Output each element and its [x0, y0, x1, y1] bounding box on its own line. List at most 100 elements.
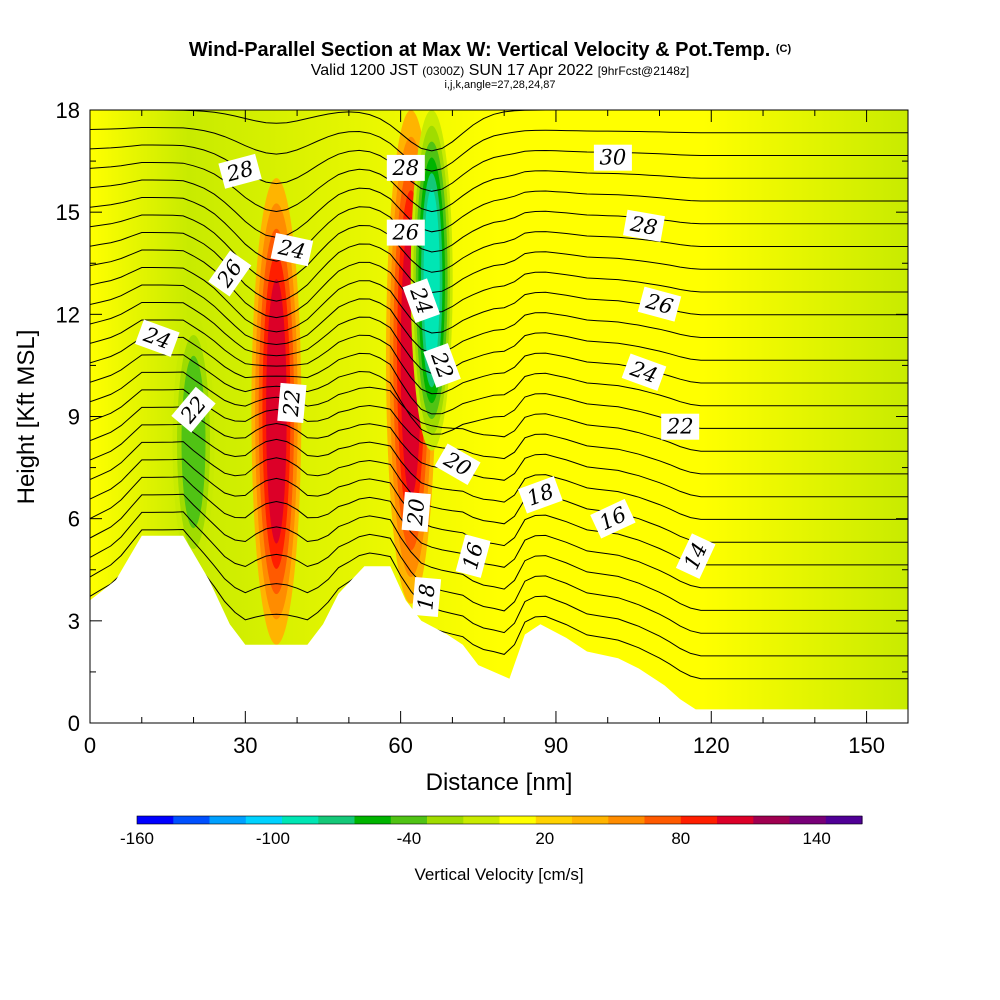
- y-tick-label-0: 0: [68, 711, 80, 736]
- contour-label-text-5: 24: [275, 235, 307, 264]
- contour-label-6: 26: [386, 219, 425, 246]
- contour-label-box-11: [621, 353, 667, 391]
- isentrope-4: [90, 476, 908, 589]
- colorbar-label: Vertical Velocity [cm/s]: [414, 865, 583, 884]
- contour-label-box-4: [208, 250, 252, 297]
- contour-label-box-13: [277, 382, 307, 423]
- x-tick-label-0: 0: [84, 733, 96, 758]
- contour-label-box-19: [455, 534, 491, 578]
- contour-label-box-17: [401, 491, 431, 532]
- colorbar-swatch-1: [173, 816, 211, 824]
- terrain: [90, 535, 908, 723]
- contour-label-box-16: [518, 476, 563, 514]
- potential-temperature-contours: [90, 110, 908, 680]
- contour-label-2: 28: [386, 154, 425, 181]
- contour-label-18: 16: [590, 498, 636, 539]
- y-tick-label-9: 9: [68, 405, 80, 430]
- colorbar-swatch-3: [245, 816, 283, 824]
- x-tick-label-120: 120: [693, 733, 730, 758]
- colorbar-tick-label--40: -40: [397, 829, 422, 848]
- isentrope-15: [90, 284, 908, 354]
- colorbar-swatch-5: [318, 816, 356, 824]
- colorbar-tick-label-80: 80: [671, 829, 690, 848]
- colorbar-swatch-13: [608, 816, 646, 824]
- chart-subtitle: Valid 1200 JST (0300Z) SUN 17 Apr 2022 […: [311, 62, 690, 79]
- x-tick-label-150: 150: [848, 733, 885, 758]
- contour-label-0: 28: [218, 153, 262, 189]
- colorbar-swatch-12: [572, 816, 609, 824]
- contour-label-box-0: [218, 153, 262, 189]
- contour-label-box-3: [623, 209, 665, 242]
- colorbar-swatch-2: [209, 816, 247, 824]
- contour-label-box-8: [637, 286, 682, 322]
- contour-label-box-5: [270, 232, 314, 267]
- colorbar-swatch-4: [282, 816, 319, 824]
- isentrope-6: [90, 441, 908, 543]
- y-tick-label-15: 15: [56, 200, 80, 225]
- colorbar-swatch-18: [789, 816, 827, 824]
- colorbar-swatch-19: [825, 816, 863, 824]
- velocity-shade-3-2: [181, 355, 206, 529]
- colorbar-swatch-17: [753, 816, 791, 824]
- contour-label-box-21: [411, 576, 442, 618]
- y-tick-label-12: 12: [56, 302, 80, 327]
- contour-label-box-15: [434, 443, 481, 485]
- isentrope-10: [90, 371, 908, 452]
- isentrope-9: [90, 388, 908, 475]
- contour-label-13: 22: [277, 382, 307, 423]
- colorbar-swatch-10: [499, 816, 537, 824]
- contour-label-3: 28: [623, 209, 665, 242]
- x-tick-label-60: 60: [388, 733, 412, 758]
- colorbar-tick-label--100: -100: [256, 829, 290, 848]
- contour-label-box-2: [386, 154, 425, 181]
- isentrope-8: [90, 406, 908, 498]
- y-tick-label-3: 3: [68, 609, 80, 634]
- contour-label-box-20: [675, 533, 716, 579]
- colorbar: -160 -100 -40 20 80 140: [120, 815, 863, 848]
- contour-label-text-6: 26: [391, 221, 419, 245]
- isentrope-23: [90, 144, 908, 192]
- contour-label-text-14: 22: [666, 415, 694, 439]
- contour-label-17: 20: [401, 491, 431, 532]
- x-tick-label-30: 30: [233, 733, 257, 758]
- isentrope-7: [90, 423, 908, 520]
- chart-subtitle-2: i,j,k,angle=27,28,24,87: [444, 79, 555, 91]
- contour-label-8: 26: [637, 286, 682, 322]
- contour-label-box-6: [386, 219, 425, 246]
- y-axis-label: Height [Kft MSL]: [13, 330, 40, 505]
- isentrope-13: [90, 319, 908, 395]
- contour-label-text-1: 30: [600, 146, 627, 170]
- isentrope-12: [90, 336, 908, 415]
- colorbar-frame: [136, 815, 863, 825]
- isentrope-3: [90, 493, 908, 611]
- colorbar-swatch-8: [427, 816, 464, 824]
- x-axis-label: Distance [nm]: [426, 769, 573, 796]
- contour-label-box-12: [171, 386, 216, 433]
- y-tick-label-6: 6: [68, 507, 80, 532]
- isentrope-19: [90, 214, 908, 283]
- isentrope-11: [90, 354, 908, 435]
- contour-label-text-13: 22: [279, 389, 305, 419]
- velocity-shade-0-4: [266, 279, 287, 544]
- contour-label-14: 22: [661, 413, 700, 440]
- contour-label-box-7: [402, 278, 441, 324]
- contour-label-box-14: [661, 413, 700, 440]
- contour-label-text-17: 20: [403, 498, 429, 528]
- contour-label-5: 24: [270, 232, 314, 267]
- chart-title: Wind-Parallel Section at Max W: Vertical…: [189, 39, 792, 61]
- colorbar-swatch-7: [390, 816, 428, 824]
- colorbar-tick-label--160: -160: [120, 829, 154, 848]
- isentrope-0: [90, 546, 908, 680]
- isentrope-16: [90, 267, 908, 334]
- colorbar-swatch-16: [717, 816, 754, 824]
- contour-label-box-9: [134, 319, 180, 357]
- contour-label-box-18: [590, 498, 636, 539]
- isentrope-2: [90, 511, 908, 634]
- contour-label-box-10: [423, 343, 461, 388]
- contour-label-1: 30: [593, 144, 632, 171]
- isentrope-21: [90, 179, 908, 238]
- x-axis: 0 30 60 90 120 150: [84, 110, 885, 758]
- y-tick-label-18: 18: [56, 98, 80, 123]
- isentrope-1: [90, 528, 908, 657]
